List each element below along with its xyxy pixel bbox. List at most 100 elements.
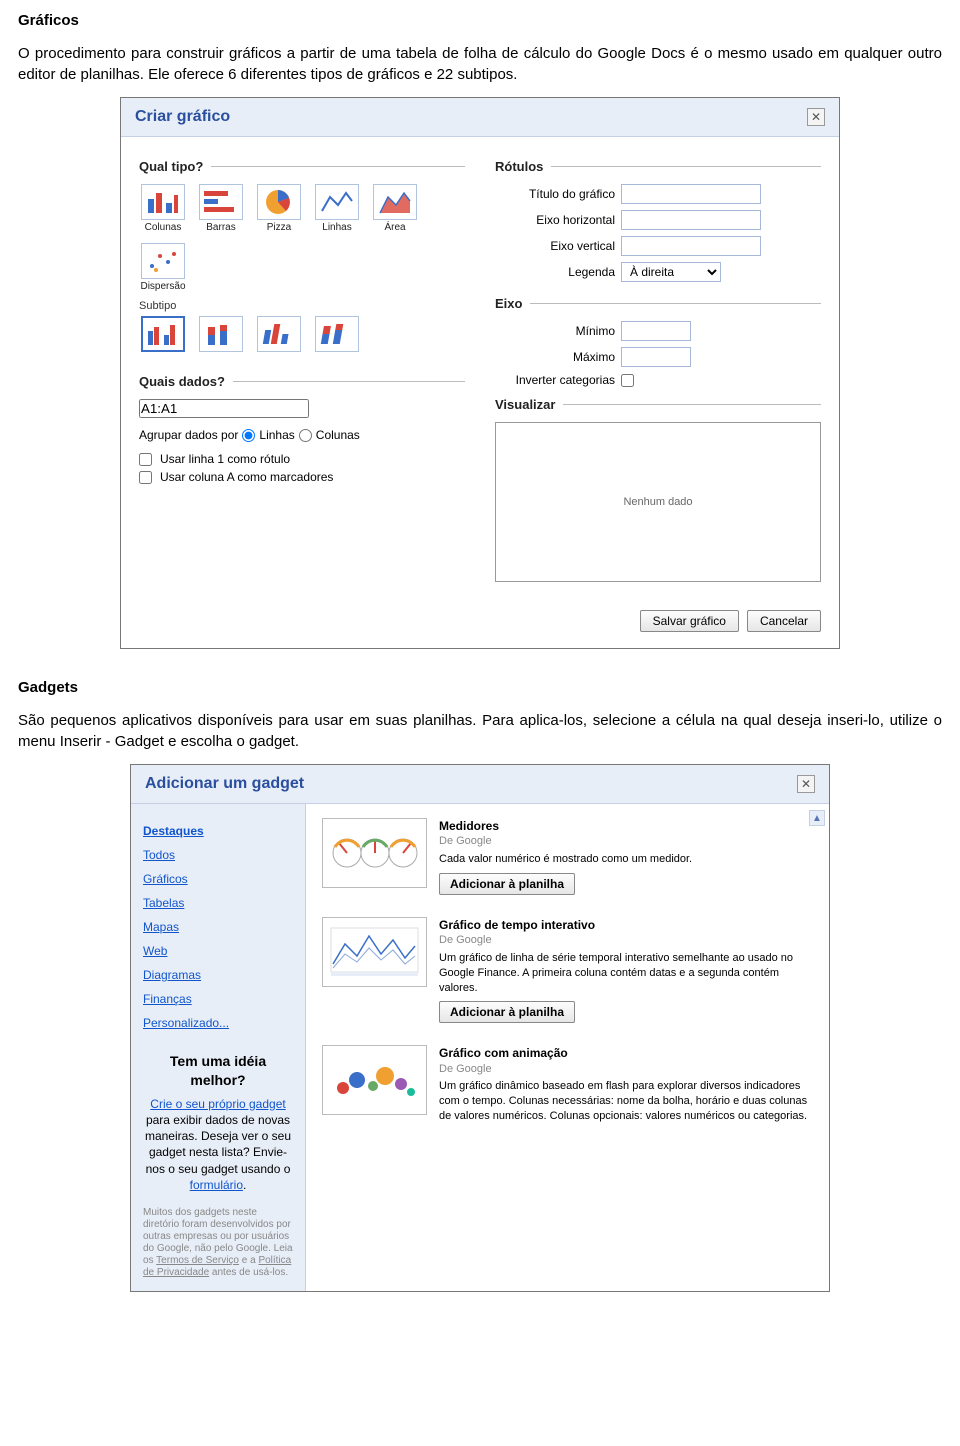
columns-icon: [141, 184, 185, 220]
gadget-author: De Google: [439, 1062, 813, 1077]
section1-text: O procedimento para construir gráficos a…: [18, 43, 942, 85]
vaxis-label: Eixo vertical: [495, 239, 615, 253]
use-row1-checkbox[interactable]: [139, 453, 152, 466]
chart-type-bars[interactable]: Barras: [197, 184, 245, 233]
close-icon[interactable]: ✕: [807, 108, 825, 126]
legend-select[interactable]: À direita: [621, 262, 721, 282]
fine-print: Muitos dos gadgets neste diretório foram…: [143, 1207, 293, 1279]
gadget-desc: Um gráfico de linha de série temporal in…: [439, 951, 813, 996]
vaxis-input[interactable]: [621, 236, 761, 256]
gadget-name: Medidores: [439, 818, 813, 834]
idea-text: para exibir dados de novas maneiras. Des…: [145, 1113, 291, 1176]
chart-type-scatter[interactable]: Dispersão: [139, 243, 187, 292]
gadget-cat-todos[interactable]: Todos: [143, 848, 293, 862]
group-by-rows-label: Linhas: [259, 428, 294, 442]
gadget-category-sidebar: Destaques Todos Gráficos Tabelas Mapas W…: [131, 804, 306, 1291]
chart-type-pie[interactable]: Pizza: [255, 184, 303, 233]
chart-type-area[interactable]: Área: [371, 184, 419, 233]
timechart-thumb-icon: [322, 917, 427, 987]
add-to-sheet-button[interactable]: Adicionar à planilha: [439, 1001, 575, 1023]
axis-section-label: Eixo: [495, 296, 821, 311]
close-icon[interactable]: ✕: [797, 775, 815, 793]
max-input[interactable]: [621, 347, 691, 367]
create-chart-dialog: Criar gráfico ✕ Qual tipo?: [120, 97, 840, 649]
haxis-input[interactable]: [621, 210, 761, 230]
preview-box: Nenhum dado: [495, 422, 821, 582]
better-idea-box: Tem uma idéia melhor? Crie o seu próprio…: [143, 1052, 293, 1193]
terms-link[interactable]: Termos de Serviço: [156, 1255, 239, 1266]
use-row1-label: Usar linha 1 como rótulo: [160, 452, 290, 466]
min-input[interactable]: [621, 321, 691, 341]
preview-section-label: Visualizar: [495, 397, 821, 412]
gadget-cat-mapas[interactable]: Mapas: [143, 920, 293, 934]
gadget-cat-destaques[interactable]: Destaques: [143, 824, 293, 838]
gauges-thumb-icon: [322, 818, 427, 888]
min-label: Mínimo: [495, 324, 615, 338]
chart-subtype-2[interactable]: [197, 316, 245, 354]
gadget-list: ▲ Medidores De Google: [306, 804, 829, 1291]
subtype2-icon: [199, 316, 243, 352]
gadget-cat-tabelas[interactable]: Tabelas: [143, 896, 293, 910]
use-colA-label: Usar coluna A como marcadores: [160, 470, 333, 484]
gadget-cat-graficos[interactable]: Gráficos: [143, 872, 293, 886]
gadget-author: De Google: [439, 834, 813, 849]
gadget-item: Gráfico de tempo interativo De Google Um…: [322, 917, 813, 1024]
gadget-cat-web[interactable]: Web: [143, 944, 293, 958]
subtype3-icon: [257, 316, 301, 352]
area-icon: [373, 184, 417, 220]
data-range-input[interactable]: [139, 399, 309, 418]
preview-no-data: Nenhum dado: [623, 496, 692, 508]
max-label: Máximo: [495, 350, 615, 364]
chart-type-lines[interactable]: Linhas: [313, 184, 361, 233]
chart-type-row: Colunas Barras: [139, 184, 465, 292]
use-colA-checkbox[interactable]: [139, 471, 152, 484]
chart-title-input[interactable]: [621, 184, 761, 204]
gadget-item: Gráfico com animação De Google Um gráfic…: [322, 1045, 813, 1124]
gadget-author: De Google: [439, 933, 813, 948]
which-data-label: Quais dados?: [139, 374, 465, 389]
subtype4-icon: [315, 316, 359, 352]
scatter-icon: [141, 243, 185, 279]
create-chart-title: Criar gráfico: [135, 108, 230, 126]
gadget-name: Gráfico de tempo interativo: [439, 917, 813, 933]
better-idea-title: Tem uma idéia melhor?: [143, 1052, 293, 1090]
gadget-cat-diagramas[interactable]: Diagramas: [143, 968, 293, 982]
subtype-label: Subtipo: [139, 300, 465, 312]
create-own-gadget-link[interactable]: Crie o seu próprio gadget: [150, 1097, 285, 1111]
gadget-cat-personalizado[interactable]: Personalizado...: [143, 1016, 293, 1030]
chart-subtype-3[interactable]: [255, 316, 303, 354]
chart-type-columns[interactable]: Colunas: [139, 184, 187, 233]
chart-title-label: Título do gráfico: [495, 187, 615, 201]
gadget-name: Gráfico com animação: [439, 1045, 813, 1061]
group-by-label: Agrupar dados por: [139, 428, 238, 442]
add-gadget-title: Adicionar um gadget: [145, 775, 304, 793]
group-by-rows-radio[interactable]: [242, 429, 255, 442]
labels-section-label: Rótulos: [495, 159, 821, 174]
add-gadget-dialog: Adicionar um gadget ✕ Destaques Todos Gr…: [130, 764, 830, 1292]
scroll-up-icon[interactable]: ▲: [809, 810, 825, 826]
save-chart-button[interactable]: Salvar gráfico: [640, 610, 739, 632]
group-by-cols-label: Colunas: [316, 428, 360, 442]
invert-label: Inverter categorias: [495, 373, 615, 387]
haxis-label: Eixo horizontal: [495, 213, 615, 227]
section2-title: Gadgets: [18, 679, 942, 696]
motion-thumb-icon: [322, 1045, 427, 1115]
which-type-label: Qual tipo?: [139, 159, 465, 174]
gadget-cat-financas[interactable]: Finanças: [143, 992, 293, 1006]
section2-text: São pequenos aplicativos disponíveis par…: [18, 710, 942, 752]
gadget-item: Medidores De Google Cada valor numérico …: [322, 818, 813, 895]
cancel-button[interactable]: Cancelar: [747, 610, 821, 632]
subtype1-icon: [141, 316, 185, 352]
lines-icon: [315, 184, 359, 220]
gadget-desc: Um gráfico dinâmico baseado em flash par…: [439, 1079, 813, 1124]
invert-checkbox[interactable]: [621, 374, 634, 387]
legend-label: Legenda: [495, 265, 615, 279]
bars-icon: [199, 184, 243, 220]
add-to-sheet-button[interactable]: Adicionar à planilha: [439, 873, 575, 895]
chart-subtype-1[interactable]: [139, 316, 187, 354]
form-link[interactable]: formulário: [190, 1178, 243, 1192]
pie-icon: [257, 184, 301, 220]
chart-subtype-4[interactable]: [313, 316, 361, 354]
chart-subtype-row: [139, 316, 465, 354]
group-by-cols-radio[interactable]: [299, 429, 312, 442]
